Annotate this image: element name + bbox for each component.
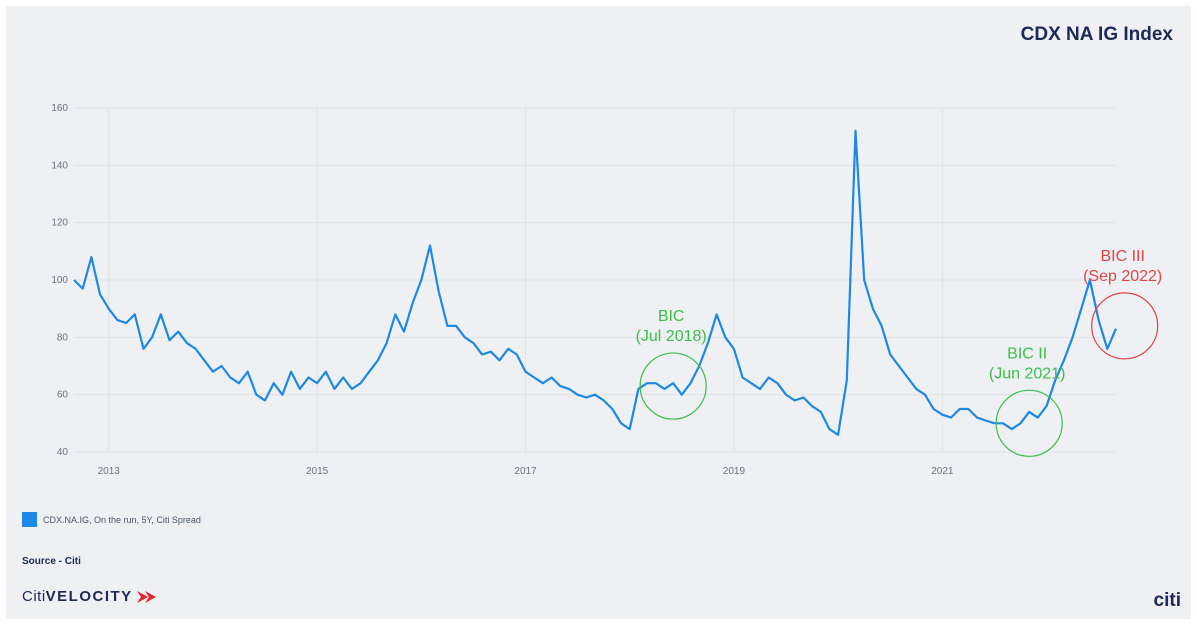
- annotation-date: (Jul 2018): [636, 328, 707, 345]
- chart-panel: 40 60 80 100 120 140 160 2013 2015 2017 2019 2021 …: [6, 6, 1191, 619]
- citi-velocity-logo: Citi VELOCITY: [22, 588, 158, 605]
- annotation-label: BIC: [658, 308, 685, 325]
- y-tick-label: 80: [57, 332, 69, 343]
- y-tick-label: 140: [51, 160, 68, 171]
- brand-prefix: Citi: [22, 588, 46, 605]
- grid: [74, 107, 1116, 453]
- chart-title: CDX NA IG Index: [1020, 24, 1173, 45]
- x-tick-label: 2017: [514, 466, 537, 477]
- series: [73, 129, 1118, 436]
- x-tick-label: 2013: [98, 466, 121, 477]
- x-axis: 2013 2015 2017 2019 2021: [98, 466, 954, 477]
- annotation-label: BIC III: [1100, 248, 1144, 265]
- legend-label: CDX.NA.IG, On the run, 5Y, Citi Spread: [43, 514, 201, 525]
- x-tick-label: 2021: [931, 466, 954, 477]
- annotation-date: (Jun 2021): [989, 365, 1066, 382]
- source-note: Source - Citi: [22, 556, 81, 567]
- x-tick-label: 2019: [723, 466, 746, 477]
- y-axis: 40 60 80 100 120 140 160: [51, 103, 68, 458]
- citi-logo: citi: [1153, 590, 1181, 611]
- annotation-circle: [995, 389, 1063, 457]
- x-tick-label: 2015: [306, 466, 329, 477]
- annotation-circle: [639, 352, 707, 420]
- annotation-date: (Sep 2022): [1083, 268, 1162, 285]
- annotation-label: BIC II: [1007, 345, 1047, 362]
- annotation-circle: [1091, 292, 1159, 360]
- y-tick-label: 40: [57, 447, 69, 458]
- y-tick-label: 60: [57, 390, 69, 401]
- series-line: [73, 129, 1118, 436]
- y-tick-label: 160: [51, 103, 68, 114]
- chevron-right-icon: [136, 590, 156, 603]
- legend-swatch: [22, 512, 37, 527]
- y-tick-label: 120: [51, 218, 68, 229]
- y-tick-label: 100: [51, 275, 68, 286]
- legend[interactable]: CDX.NA.IG, On the run, 5Y, Citi Spread: [22, 512, 201, 527]
- brand-suffix: VELOCITY: [45, 588, 133, 605]
- annotations: BIC (Jul 2018) BIC II (Jun 2021) BIC III (Sep…: [636, 248, 1162, 457]
